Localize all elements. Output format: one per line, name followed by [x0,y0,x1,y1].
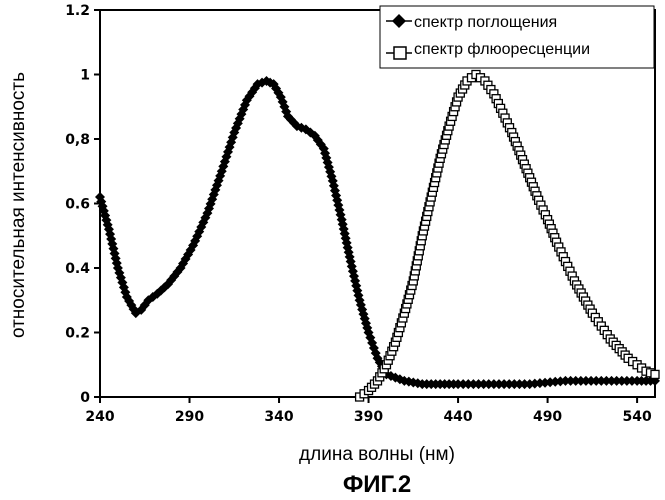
y-tick-label: 0.6 [65,197,90,213]
y-tick-label: 0 [80,390,90,406]
y-tick-label: 0,8 [65,132,90,148]
x-tick-label: 390 [354,409,383,425]
x-tick-label: 490 [533,409,562,425]
y-tick-label: 0.4 [65,261,90,277]
legend: спектр поглощения спектр флюоресценции [380,6,654,68]
figure-caption: ФИГ.2 [343,471,411,498]
x-axis-title: длина волны (нм) [299,444,455,465]
y-tick-label: 0.2 [65,326,90,342]
x-tick-label: 340 [264,409,293,425]
y-tick-label: 1.2 [65,3,90,19]
legend-marker-fluorescence [394,47,406,59]
legend-label-absorption: спектр поглощения [414,14,557,31]
x-tick-label: 290 [175,409,204,425]
x-tick-label: 540 [622,409,651,425]
y-tick-label: 1 [80,68,90,84]
x-tick-label: 440 [443,409,472,425]
data-point [651,370,659,378]
y-axis-title: относительная интенсивность [8,72,29,338]
x-tick-label: 240 [85,409,114,425]
legend-label-fluorescence: спектр флюоресценции [414,41,590,58]
